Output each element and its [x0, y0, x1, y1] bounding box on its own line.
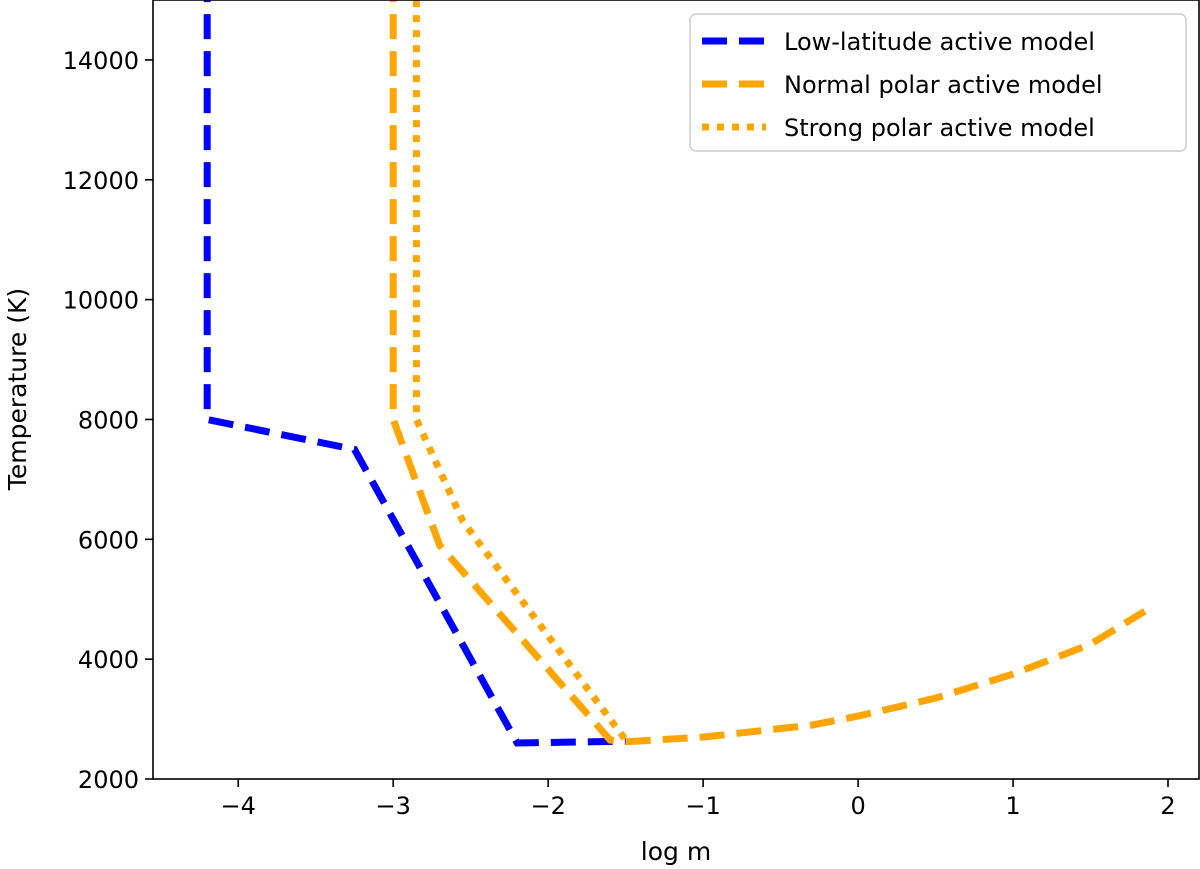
y-tick-label: 4000: [78, 646, 139, 674]
legend-label-2: Normal polar active model: [784, 71, 1103, 99]
x-tick-label: 1: [1005, 792, 1020, 820]
legend-label-1: Low-latitude active model: [784, 28, 1095, 56]
legend-label-3: Strong polar active model: [784, 114, 1095, 142]
legend-box: [689, 13, 1187, 152]
series-line-2: [389, 0, 1147, 746]
y-tick-label: 6000: [78, 526, 139, 554]
y-tick-label: 2000: [78, 766, 139, 794]
y-tick-label: 8000: [78, 406, 139, 434]
x-tick-label: −1: [685, 792, 720, 820]
x-tick-label: 0: [850, 792, 865, 820]
y-tick-label: 10000: [63, 287, 139, 315]
series-line-1: [203, 0, 626, 747]
x-tick-label: −3: [375, 792, 410, 820]
x-tick-label: −4: [221, 792, 256, 820]
series-line-3: [412, 0, 629, 743]
plot-frame: [152, 0, 1200, 780]
y-axis-ticks: 2000 4000 6000 8000 10000 12000 14000: [63, 47, 153, 794]
y-tick-label: 12000: [63, 167, 139, 195]
y-tick-label: 14000: [63, 47, 139, 75]
legend: Low-latitude active model Normal polar ac…: [689, 13, 1187, 152]
series-layer: [203, 0, 1147, 747]
x-axis-title: log m: [641, 837, 711, 866]
y-axis-title: Temperature (K): [3, 288, 32, 491]
x-tick-label: −2: [530, 792, 565, 820]
x-tick-label: 2: [1160, 792, 1175, 820]
x-axis-ticks: −4 −3 −2 −1 0 1 2: [221, 779, 1176, 820]
